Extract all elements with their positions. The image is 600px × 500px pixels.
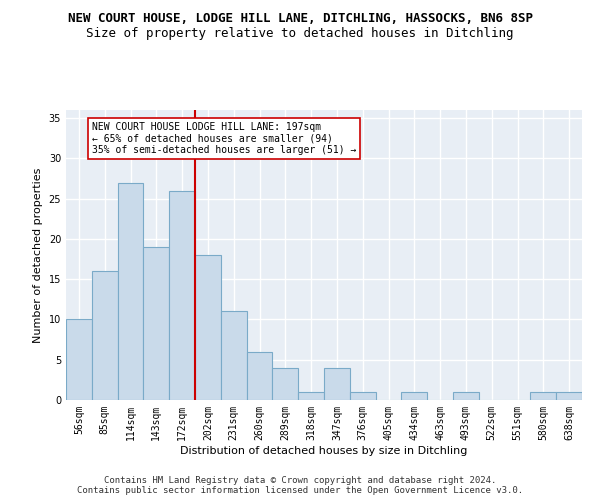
Bar (556, 392, 582, 400)
Bar (247, 352, 272, 400)
Bar (66, 320, 92, 400)
Bar (143, 247, 169, 400)
Bar (298, 392, 324, 400)
Bar (453, 392, 479, 400)
Bar (169, 190, 195, 400)
Bar (401, 392, 427, 400)
Bar (350, 392, 376, 400)
Bar (272, 368, 298, 400)
Bar (195, 255, 221, 400)
Bar (324, 368, 350, 400)
Bar (92, 271, 118, 400)
Text: NEW COURT HOUSE, LODGE HILL LANE, DITCHLING, HASSOCKS, BN6 8SP: NEW COURT HOUSE, LODGE HILL LANE, DITCHL… (67, 12, 533, 26)
Y-axis label: Number of detached properties: Number of detached properties (33, 168, 43, 342)
Text: Size of property relative to detached houses in Ditchling: Size of property relative to detached ho… (86, 28, 514, 40)
Bar (221, 312, 247, 400)
Bar (530, 392, 556, 400)
Text: NEW COURT HOUSE LODGE HILL LANE: 197sqm
← 65% of detached houses are smaller (94: NEW COURT HOUSE LODGE HILL LANE: 197sqm … (92, 122, 356, 156)
Text: Contains HM Land Registry data © Crown copyright and database right 2024.
Contai: Contains HM Land Registry data © Crown c… (77, 476, 523, 495)
X-axis label: Distribution of detached houses by size in Ditchling: Distribution of detached houses by size … (181, 446, 467, 456)
Bar (118, 182, 143, 400)
